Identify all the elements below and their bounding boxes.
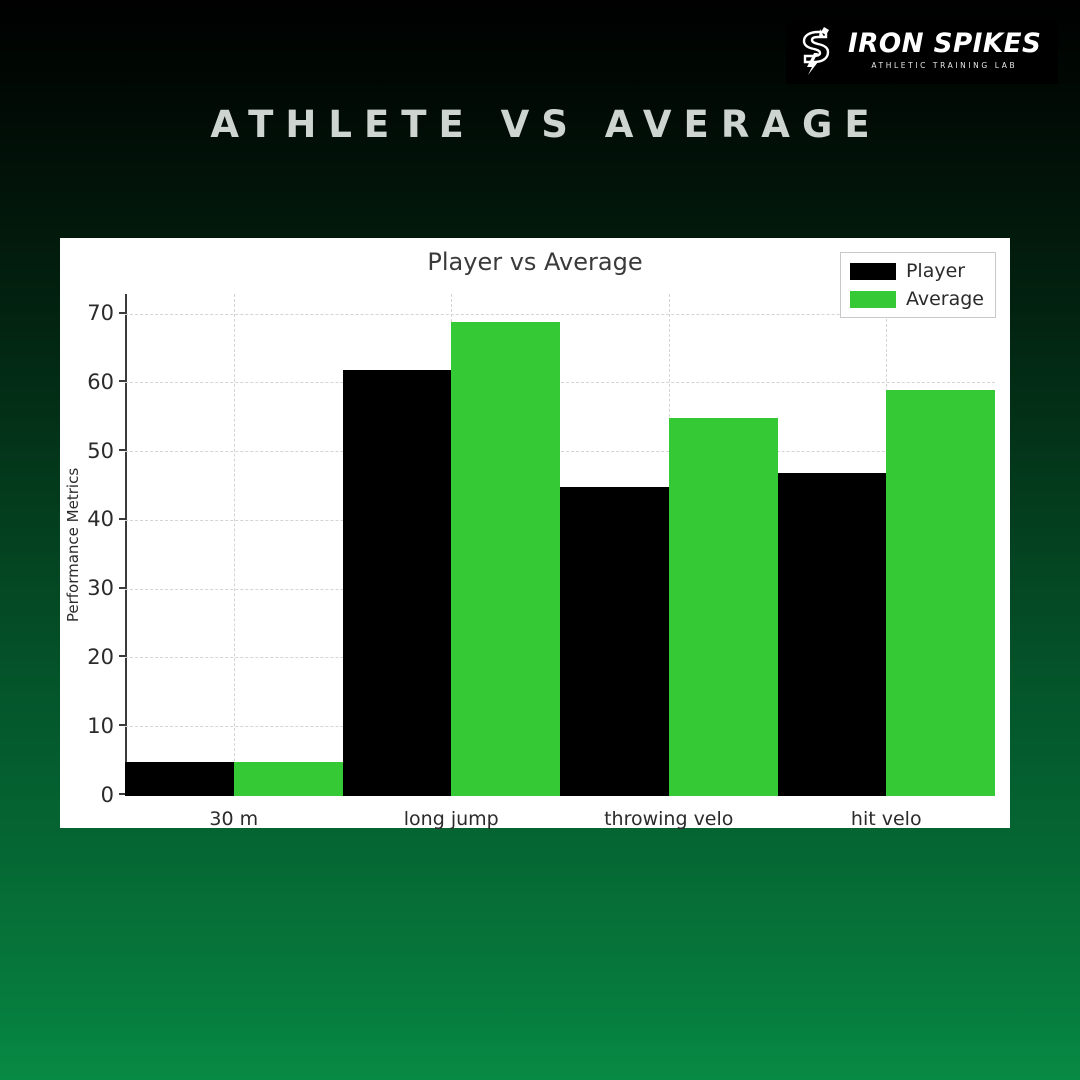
y-tick-label: 30 xyxy=(87,576,114,601)
gridline xyxy=(125,382,995,384)
y-tick-mark xyxy=(119,586,125,589)
brand-logo: IRON SPIKES ATHLETIC TRAINING LAB xyxy=(785,18,1058,84)
x-tick-label: long jump xyxy=(403,808,499,830)
brand-wordmark: IRON SPIKES xyxy=(847,28,1042,60)
y-tick-mark xyxy=(119,724,125,727)
bar-group: hit velo xyxy=(777,294,995,830)
bar-group: long jump xyxy=(342,294,560,830)
y-tick-label: 70 xyxy=(87,301,114,326)
legend-label: Player xyxy=(905,260,966,282)
bar-group: 30 m xyxy=(125,294,343,830)
y-axis-label: Performance Metrics xyxy=(64,467,82,623)
bar-average xyxy=(886,390,995,796)
bar-player xyxy=(560,486,669,796)
brand-text: IRON SPIKES ATHLETIC TRAINING LAB xyxy=(845,30,1044,70)
y-tick-mark xyxy=(119,793,125,795)
y-tick-label: 20 xyxy=(87,644,114,669)
y-tick-mark xyxy=(119,655,125,658)
y-tick-label: 10 xyxy=(87,713,114,738)
bar-player xyxy=(342,369,452,796)
y-tick-label: 40 xyxy=(87,507,114,532)
y-tick-mark xyxy=(119,517,125,520)
legend-label: Average xyxy=(905,288,984,310)
chart-card: Player vs Average Performance Metrics 0 1… xyxy=(60,238,1010,830)
gridline xyxy=(125,451,995,453)
y-tick-label: 0 xyxy=(100,782,114,807)
y-tick-mark xyxy=(119,311,125,314)
chart-legend: Player Average xyxy=(839,252,996,318)
bar-groups: 30 m long jump throwing velo hit velo xyxy=(125,294,995,830)
y-tick-label: 60 xyxy=(87,369,114,394)
spike-lightning-s-icon xyxy=(802,27,829,75)
legend-item[interactable]: Player xyxy=(849,260,984,282)
y-tick-mark xyxy=(119,449,125,452)
y-axis-line xyxy=(125,294,127,796)
legend-swatch-average xyxy=(849,290,896,308)
gridline xyxy=(233,294,235,796)
bar-average xyxy=(451,321,560,796)
brand-tagline: ATHLETIC TRAINING LAB xyxy=(871,61,1018,71)
bar-group: throwing velo xyxy=(560,294,778,830)
page-title: ATHLETE VS AVERAGE xyxy=(210,103,882,146)
bar-average xyxy=(233,761,343,796)
bar-player xyxy=(125,761,234,796)
chart-title: Player vs Average xyxy=(427,248,643,276)
x-tick-label: 30 m xyxy=(209,808,259,830)
legend-swatch-player xyxy=(849,262,896,280)
bar-player xyxy=(777,472,887,796)
y-tick-mark xyxy=(119,380,125,383)
x-tick-label: throwing velo xyxy=(604,808,734,830)
gridline xyxy=(125,313,995,315)
y-tick-label: 50 xyxy=(87,438,114,463)
legend-item[interactable]: Average xyxy=(849,288,984,310)
x-tick-label: hit velo xyxy=(850,808,922,830)
plot-area: Performance Metrics 0 10 20 30 40 50 60 70 30 m… xyxy=(64,294,995,830)
bar-average xyxy=(668,417,778,796)
